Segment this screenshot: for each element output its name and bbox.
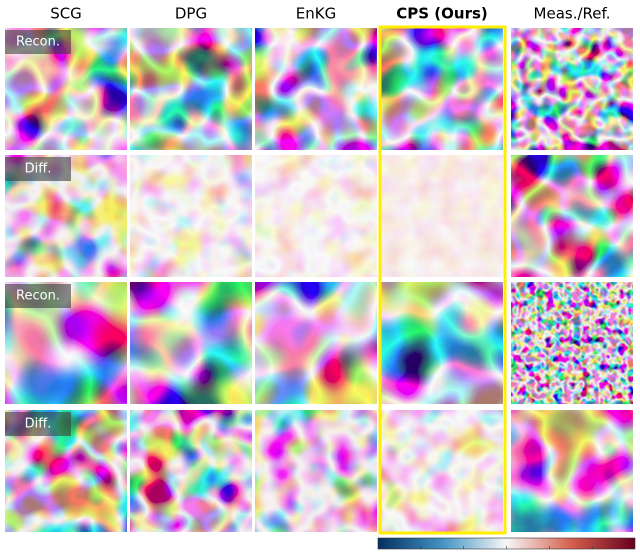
field-image (255, 410, 377, 532)
field-image (255, 28, 377, 150)
field-image (130, 28, 252, 150)
field-image (255, 155, 377, 277)
column-header: DPG (175, 5, 207, 23)
field-image (511, 282, 633, 404)
field-image (381, 28, 503, 150)
row-label: Recon. (16, 289, 60, 304)
field-image (255, 282, 377, 404)
field-image (381, 410, 503, 532)
field-image (511, 28, 633, 150)
column-header: Meas./Ref. (534, 5, 611, 23)
column-header: EnKG (296, 5, 336, 23)
row-label: Diff. (25, 417, 52, 432)
field-image (511, 155, 633, 277)
field-image (381, 282, 503, 404)
page: SCG DPG EnKG CPS (Ours) Meas./Ref. Recon. Diff… (0, 0, 640, 551)
row-label: Diff. (25, 162, 52, 177)
field-image (511, 410, 633, 532)
column-header: SCG (50, 5, 82, 23)
column-header: CPS (Ours) (396, 5, 488, 23)
tile-grid (5, 28, 633, 532)
field-image (130, 155, 252, 277)
row-label: Recon. (16, 35, 60, 50)
field-image (130, 282, 252, 404)
field-image (381, 155, 503, 277)
figure: SCG DPG EnKG CPS (Ours) Meas./Ref. Recon. Diff… (0, 0, 640, 551)
field-image (130, 410, 252, 532)
